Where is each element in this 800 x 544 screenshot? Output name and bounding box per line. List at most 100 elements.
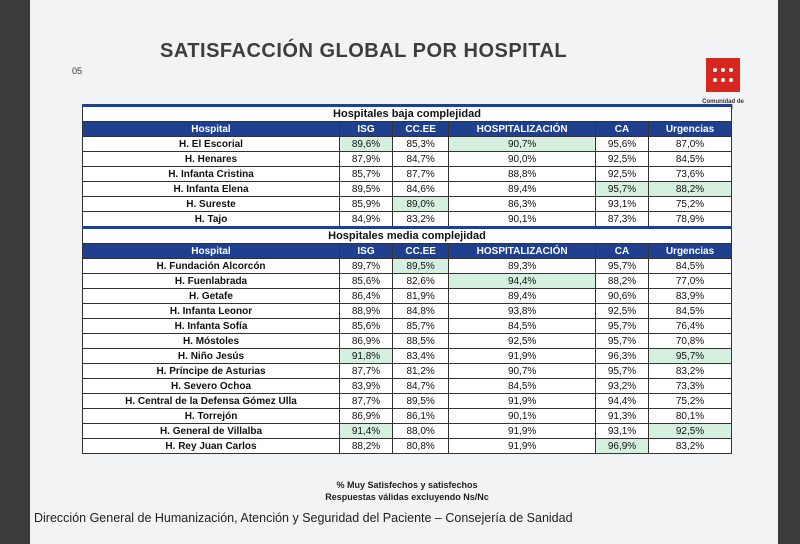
column-header: Hospital [82,121,340,137]
cell-value: 86,1% [391,408,450,424]
cell-value: 86,9% [339,333,393,349]
slide: 05 SATISFACCIÓN GLOBAL POR HOSPITAL Comu… [30,0,778,544]
cell-value: 86,9% [339,408,393,424]
logo-stars [713,68,733,82]
cell-value: 92,5% [595,166,650,182]
cell-value: 83,4% [391,348,450,364]
cell-value: 93,2% [595,378,650,394]
cell-value: 85,7% [339,166,393,182]
hospital-name: H. Rey Juan Carlos [82,438,340,454]
table-row: H. Tajo 84,9% 83,2% 90,1% 87,3% 78,9% [82,211,732,228]
table-row: H. Torrejón 86,9% 86,1% 90,1% 91,3% 80,1% [82,408,732,424]
cell-value: 91,3% [595,408,650,424]
column-header: Urgencias [648,121,732,137]
table-row: H. Príncipe de Asturias 87,7% 81,2% 90,7% 95… [82,363,732,379]
table-row: H. El Escorial 89,6% 85,3% 90,7% 95,6% 87,0% [82,136,732,152]
cell-value: 90,1% [448,211,597,228]
cell-value: 95,7% [595,318,650,334]
cell-value: 90,6% [595,288,650,304]
hospital-name: H. Severo Ochoa [82,378,340,394]
cell-value: 91,9% [448,423,597,439]
cell-value: 86,3% [448,196,597,212]
cell-value: 91,9% [448,348,597,364]
cell-value: 84,6% [391,181,450,197]
column-header: Urgencias [648,243,732,259]
cell-value: 84,5% [448,378,597,394]
table-row: H. Infanta Leonor 88,9% 84,8% 93,8% 92,5% 84,… [82,303,732,319]
cell-value: 90,7% [448,136,597,152]
cell-value: 90,1% [448,408,597,424]
cell-value: 90,0% [448,151,597,167]
header-row: Hospital ISG CC.EE HOSPITALIZACIÓN CA Urgenci… [82,121,732,137]
cell-value: 75,2% [648,196,732,212]
cell-value: 84,7% [391,151,450,167]
table-row: H. Sureste 85,9% 89,0% 86,3% 93,1% 75,2% [82,196,732,212]
satisfaction-table: Hospitales baja complejidad Hospital ISG CC… [82,104,732,454]
cell-value: 89,4% [448,288,597,304]
cell-value: 85,3% [391,136,450,152]
cell-value: 81,9% [391,288,450,304]
cell-value: 82,6% [391,273,450,289]
hospital-name: H. Infanta Cristina [82,166,340,182]
cell-value: 83,2% [648,438,732,454]
hospital-name: H. Infanta Sofía [82,318,340,334]
cell-value: 81,2% [391,363,450,379]
section-title: Hospitales baja complejidad [82,104,732,122]
hospital-name: H. Tajo [82,211,340,228]
cell-value: 95,7% [648,348,732,364]
hospital-name: H. Central de la Defensa Gómez Ulla [82,393,340,409]
cell-value: 92,5% [595,303,650,319]
column-header: HOSPITALIZACIÓN [448,243,597,259]
cell-value: 80,1% [648,408,732,424]
hospital-name: H. El Escorial [82,136,340,152]
cell-value: 85,6% [339,273,393,289]
cell-value: 87,0% [648,136,732,152]
section-row: Hospitales baja complejidad [82,104,732,122]
table-row: H. Henares 87,9% 84,7% 90,0% 92,5% 84,5% [82,151,732,167]
logo-mark [706,58,740,92]
cell-value: 83,9% [648,288,732,304]
cell-value: 87,7% [339,363,393,379]
table-row: H. Infanta Cristina 85,7% 87,7% 88,8% 92,5% 7… [82,166,732,182]
table-row: H. Móstoles 86,9% 88,5% 92,5% 95,7% 70,8% [82,333,732,349]
cell-value: 70,8% [648,333,732,349]
table-row: H. Infanta Elena 89,5% 84,6% 89,4% 95,7% 88,2… [82,181,732,197]
cell-value: 84,8% [391,303,450,319]
hospital-name: H. Getafe [82,288,340,304]
notes: % Muy Satisfechos y satisfechos Respuesta… [82,479,732,503]
hospital-name: H. Torrejón [82,408,340,424]
cell-value: 95,7% [595,363,650,379]
logo-box [706,58,740,92]
cell-value: 78,9% [648,211,732,228]
hospital-name: H. Fuenlabrada [82,273,340,289]
slide-title: SATISFACCIÓN GLOBAL POR HOSPITAL [160,40,568,62]
hospital-name: H. Infanta Elena [82,181,340,197]
cell-value: 89,7% [339,258,393,274]
cell-value: 84,9% [339,211,393,228]
page-number: 05 [72,66,83,76]
table-row: H. General de Villalba 91,4% 88,0% 91,9% 93,… [82,423,732,439]
cell-value: 91,9% [448,393,597,409]
cell-value: 91,8% [339,348,393,364]
cell-value: 89,5% [339,181,393,197]
column-header: CC.EE [391,243,450,259]
section-title: Hospitales media complejidad [82,226,732,244]
cell-value: 92,5% [648,423,732,439]
column-header: ISG [339,121,393,137]
hospital-name: H. Henares [82,151,340,167]
cell-value: 94,4% [595,393,650,409]
footer: Dirección General de Humanización, Atenc… [34,511,573,525]
hospital-name: H. Infanta Leonor [82,303,340,319]
table-row: H. Getafe 86,4% 81,9% 89,4% 90,6% 83,9% [82,288,732,304]
cell-value: 91,9% [448,438,597,454]
cell-value: 93,8% [448,303,597,319]
hospital-name: H. Niño Jesús [82,348,340,364]
note: % Muy Satisfechos y satisfechos [336,480,478,490]
table-row: H. Rey Juan Carlos 88,2% 80,8% 91,9% 96,9% 83… [82,438,732,454]
cell-value: 94,4% [448,273,597,289]
hospital-name: H. Sureste [82,196,340,212]
cell-value: 86,4% [339,288,393,304]
cell-value: 85,6% [339,318,393,334]
cell-value: 84,5% [648,258,732,274]
